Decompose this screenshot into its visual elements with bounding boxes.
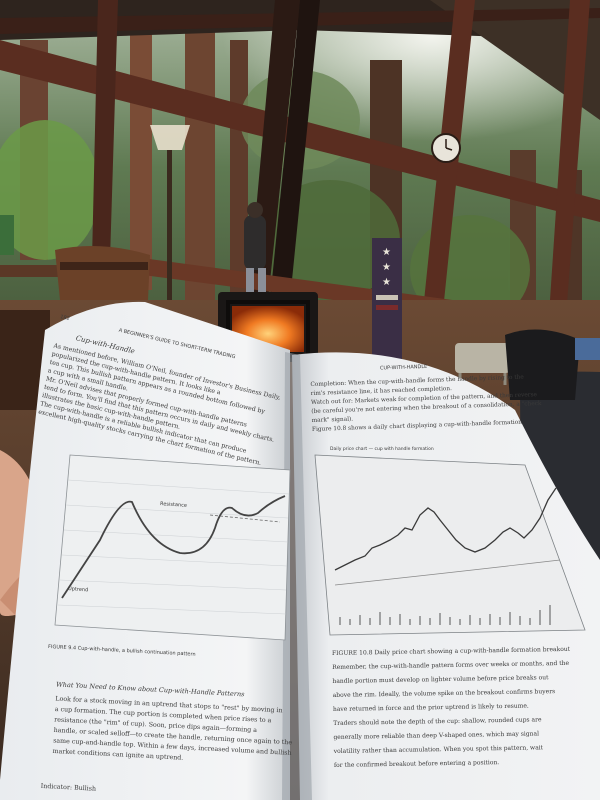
right-running-head: CUP-WITH-HANDLE — [380, 364, 428, 372]
right-lower-text-line: volatility rather than accumulation. Whe… — [333, 744, 544, 755]
right-lower-text-line: Traders should note the depth of the cup… — [333, 716, 542, 727]
book-gutter — [282, 352, 312, 800]
floor-lamp — [150, 125, 190, 300]
right-figure-chart: Daily price chart — cup with handle form… — [314, 446, 586, 636]
right-lower-text-line: FIGURE 10.8 Daily price chart showing a … — [332, 646, 571, 657]
left-page-content: 182 A BEGINNER'S GUIDE TO SHORT-TERM TRA… — [38, 314, 282, 467]
right-lower-text-line: handle portion must develop on lighter v… — [332, 674, 549, 685]
chart-label-uptrend: Uptrend — [68, 586, 89, 593]
right-page-lower-content: FIGURE 10.8 Daily price chart showing a … — [332, 646, 571, 769]
person-figure — [244, 202, 266, 298]
price-series-line — [334, 487, 557, 571]
flag-post: ★ ★ ★ — [372, 238, 402, 363]
wall-clock-icon — [431, 133, 461, 163]
left-page-number: 182 — [60, 314, 71, 322]
right-lower-text-line: Remember, the cup-with-handle pattern fo… — [332, 660, 569, 671]
right-lower-text-line: have returned in force and the prior upt… — [333, 703, 529, 713]
right-text-line: rim's resistance line, it has reached co… — [311, 386, 453, 397]
green-vase — [0, 215, 14, 255]
right-lower-text-line: above the rim. Ideally, the volume spike… — [333, 688, 556, 699]
right-chart-title: Daily price chart — cup with handle form… — [330, 446, 434, 452]
svg-text:★: ★ — [382, 247, 391, 258]
svg-text:★: ★ — [382, 262, 391, 273]
indicator-label: Indicator: Bullish — [41, 783, 97, 793]
right-text-line: mark" signal). — [312, 416, 354, 424]
volume-bars — [339, 605, 551, 625]
right-lower-text-line: generally more reliable than deep V-shap… — [333, 730, 539, 741]
left-figure-chart: Resistance Uptrend — [54, 454, 291, 641]
cup-handle-line — [61, 495, 286, 599]
chart-label-resistance: Resistance — [160, 501, 187, 509]
svg-text:★: ★ — [382, 277, 391, 288]
right-lower-text-line: for the confirmed breakout before enteri… — [334, 759, 499, 769]
